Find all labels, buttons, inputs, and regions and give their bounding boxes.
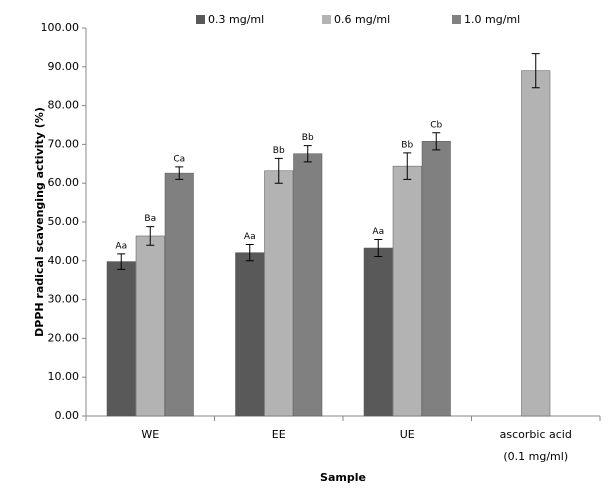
y-tick-label: 70.00: [48, 137, 80, 150]
value-label: Aa: [244, 232, 256, 242]
value-label: Bb: [401, 140, 413, 150]
error-bar: [432, 132, 441, 151]
value-label: Aa: [372, 227, 384, 237]
value-label: Ca: [173, 154, 185, 164]
error-bar: [117, 253, 126, 270]
y-tick-label: 0.00: [55, 409, 80, 422]
x-tick-label: ascorbic acid (0.1 mg/ml): [499, 428, 572, 463]
bar: [264, 170, 294, 417]
error-bar: [245, 244, 254, 262]
error-bar: [303, 145, 312, 163]
legend-swatch: [322, 15, 331, 24]
error-bar: [531, 53, 540, 89]
value-label: Ba: [144, 214, 156, 224]
y-tick-label: 20.00: [48, 331, 80, 344]
y-tick-label: 50.00: [48, 215, 80, 228]
x-axis-title: Sample: [320, 471, 366, 484]
value-label: Bb: [302, 133, 314, 143]
y-tick-label: 80.00: [48, 99, 80, 112]
bar: [293, 153, 323, 417]
bar: [421, 141, 451, 417]
legend-swatch: [452, 15, 461, 24]
x-tick-label: EE: [271, 428, 286, 441]
y-tick-label: 60.00: [48, 176, 80, 189]
bar: [392, 165, 422, 417]
value-label: Cb: [430, 120, 442, 130]
y-tick-label: 30.00: [48, 293, 80, 306]
x-tick-label: WE: [141, 428, 160, 441]
x-tick-label: UE: [399, 428, 415, 441]
error-bar: [146, 226, 155, 246]
legend-label: 0.3 mg/ml: [208, 13, 264, 26]
error-bar: [403, 152, 412, 180]
y-tick-label: 100.00: [41, 21, 80, 34]
bar: [106, 261, 136, 417]
error-bar: [374, 238, 383, 258]
error-bar: [274, 157, 283, 184]
bar: [164, 172, 194, 417]
y-tick-label: 10.00: [48, 370, 80, 383]
legend-swatch: [196, 15, 205, 24]
y-axis-title: DPPH radical scavenging activity (%): [33, 107, 46, 337]
bar: [135, 235, 165, 417]
bar: [363, 247, 393, 417]
legend-label: 1.0 mg/ml: [464, 13, 520, 26]
y-tick-label: 40.00: [48, 254, 80, 267]
error-bar: [175, 166, 184, 180]
bar: [235, 252, 265, 417]
y-tick-label: 90.00: [48, 60, 80, 73]
legend-label: 0.6 mg/ml: [334, 13, 390, 26]
value-label: Aa: [115, 241, 127, 251]
bar: [521, 70, 551, 417]
value-label: Bb: [273, 146, 285, 156]
